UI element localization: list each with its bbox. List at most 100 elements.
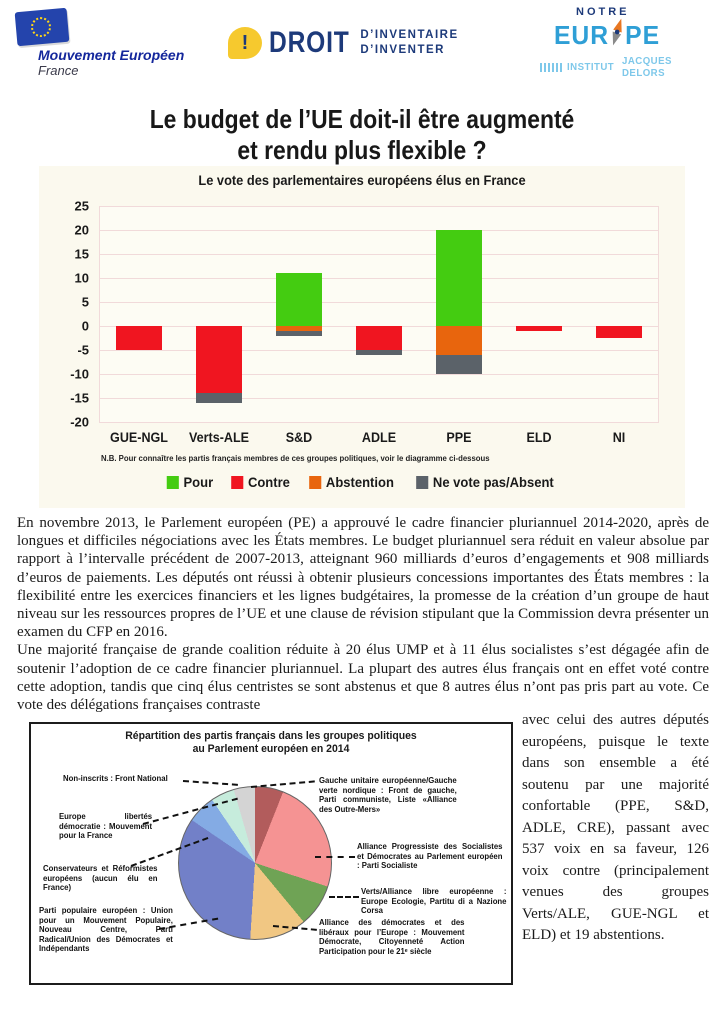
y-tick-label: -10	[70, 366, 89, 382]
europe-wordmark: EUR PE	[554, 18, 707, 53]
x-category-label: GUE-NGL	[110, 430, 168, 445]
page-header: Mouvement Européen France ! DROIT D’INVE…	[0, 0, 724, 88]
pie-label-non-inscrits: Non-inscrits : Front National	[63, 774, 168, 784]
bar-segment-ADLE	[356, 350, 402, 355]
y-tick-label: -5	[77, 342, 89, 358]
droit-logo: ! DROIT D’INVENTAIRE D’INVENTER	[228, 26, 459, 60]
gridline	[99, 230, 659, 231]
institut-label: INSTITUT	[567, 61, 615, 73]
bar-segment-ADLE	[356, 326, 402, 350]
legend-label: Ne vote pas/Absent	[433, 474, 554, 490]
gridline	[99, 206, 659, 207]
bar-chart-legend: Pour Contre Abstention Ne vote pas/Absent	[39, 474, 685, 490]
gridline	[99, 278, 659, 279]
chart-note: N.B. Pour connaître les partis français …	[101, 454, 490, 463]
y-tick-label: 20	[74, 222, 89, 238]
leader-sd	[315, 856, 355, 859]
legend-item: Ne vote pas/Absent	[416, 474, 554, 490]
europe-left: EUR	[554, 20, 610, 50]
bar-segment-PPE	[436, 326, 482, 355]
legend-item: Pour	[166, 474, 214, 490]
x-category-label: Verts-ALE	[188, 430, 250, 445]
legend-label: Abstention	[325, 474, 394, 490]
pie-title-line1: Répartition des partis français dans les…	[125, 730, 417, 743]
x-category-label: ELD	[526, 430, 552, 445]
droit-wordmark: DROIT	[269, 26, 350, 59]
legend-label: Contre	[247, 474, 290, 490]
x-category-label: S&D	[285, 430, 313, 445]
pie-label-ppe: Parti populaire européen : Union pour un…	[39, 906, 173, 954]
y-tick-label: 5	[81, 294, 89, 310]
y-tick-label: -20	[70, 414, 89, 430]
leader-non-inscrits	[182, 780, 238, 787]
y-tick-label: 25	[74, 198, 89, 214]
bar-segment-S&D	[276, 326, 322, 331]
notre-label: NOTRE	[576, 6, 630, 18]
bars-icon	[540, 62, 564, 72]
paragraph-3: avec celui des autres députés européens,…	[522, 712, 709, 944]
y-tick-label: 15	[74, 246, 89, 262]
droit-subtitle-line1: D’INVENTAIRE	[360, 29, 459, 41]
legend-item: Abstention	[309, 474, 394, 490]
exclamation-glyph: !	[241, 31, 249, 54]
bar-segment-Verts-ALE	[196, 326, 242, 394]
bar-segment-PPE	[436, 230, 482, 326]
legend-swatch-icon	[231, 475, 244, 489]
bar-segment-PPE	[436, 354, 482, 374]
legend-swatch-icon	[166, 475, 179, 489]
page-title-line1: Le budget de l’UE doit-il être augmenté	[149, 104, 575, 134]
jacques-delors-label: JACQUES DELORS	[622, 55, 673, 79]
bar-chart-xlabels: GUE-NGL Verts-ALE S&D ADLE PPE ELD NI	[99, 430, 659, 445]
paragraph-1: En novembre 2013, le Parlement européen …	[17, 515, 709, 641]
pie-label-sd: Alliance Progressiste des Socialistes et…	[357, 842, 503, 871]
legend-swatch-icon	[416, 475, 429, 489]
gridline	[99, 254, 659, 255]
x-category-label: PPE	[446, 430, 472, 445]
exclamation-icon: !	[228, 27, 262, 59]
bar-segment-Verts-ALE	[196, 393, 242, 403]
bar-segment-GUE-NGL	[116, 326, 162, 350]
pie-chart-box: Répartition des partis français dans les…	[29, 722, 513, 986]
gridline	[99, 374, 659, 375]
bar-chart-yaxis: 25 20 15 10 5 0 -5 -10 -15 -20	[39, 199, 97, 430]
y-tick-label: 10	[74, 270, 89, 286]
bar-segment-ELD	[516, 326, 562, 331]
pie-section: Répartition des partis français dans les…	[17, 712, 709, 986]
droit-subtitle: D’INVENTAIRE D’INVENTER	[360, 28, 458, 58]
x-category-label: ADLE	[361, 430, 397, 445]
bar-chart-panel: Le vote des parlementaires européens élu…	[39, 166, 685, 508]
pie-label-eld: Europe libertés démocratie : Mouvement p…	[59, 812, 153, 841]
y-tick-label: -15	[70, 390, 89, 406]
plot-border	[658, 206, 659, 422]
mouvement-europeen-label: Mouvement Européen	[38, 47, 185, 63]
bar-plot	[99, 206, 659, 423]
pie-chart-title: Répartition des partis français dans les…	[43, 724, 499, 756]
legend-item: Contre	[231, 474, 290, 490]
plot-border	[99, 206, 100, 422]
pie-label-cre: Conservateurs et Réformistes européens (…	[43, 864, 158, 893]
y-tick-label: 0	[81, 318, 89, 334]
bar-segment-NI	[596, 326, 642, 338]
paragraph-2: Une majorité française de grande coaliti…	[17, 642, 709, 714]
eu-stars-icon	[30, 16, 52, 38]
eu-flag-icon	[14, 7, 70, 47]
notre-europe-logo: NOTRE EUR PE INSTITUT JACQUES DELORS	[540, 6, 715, 79]
compass-needle-icon	[610, 18, 624, 53]
bar-chart-title: Le vote des parlementaires européens élu…	[198, 173, 526, 188]
pie-chart	[178, 786, 332, 941]
page-title: Le budget de l’UE doit-il être augmenté …	[0, 104, 724, 166]
gridline	[99, 398, 659, 399]
europe-right: PE	[625, 20, 661, 50]
body-text: En novembre 2013, le Parlement européen …	[17, 514, 709, 986]
pie-label-adle: Alliance des démocrates et des libéraux …	[319, 918, 465, 956]
bar-segment-S&D	[276, 330, 322, 336]
leader-verts	[329, 896, 359, 899]
mouvement-europeen-logo: Mouvement Européen France	[14, 7, 185, 78]
gridline	[99, 422, 659, 423]
x-category-label: NI	[612, 430, 626, 445]
legend-swatch-icon	[309, 475, 322, 489]
mouvement-europeen-country: France	[38, 63, 79, 78]
legend-label: Pour	[183, 474, 214, 490]
bar-chart-plot-wrap: 25 20 15 10 5 0 -5 -10 -15 -20	[39, 199, 685, 430]
bar-segment-S&D	[276, 273, 322, 326]
